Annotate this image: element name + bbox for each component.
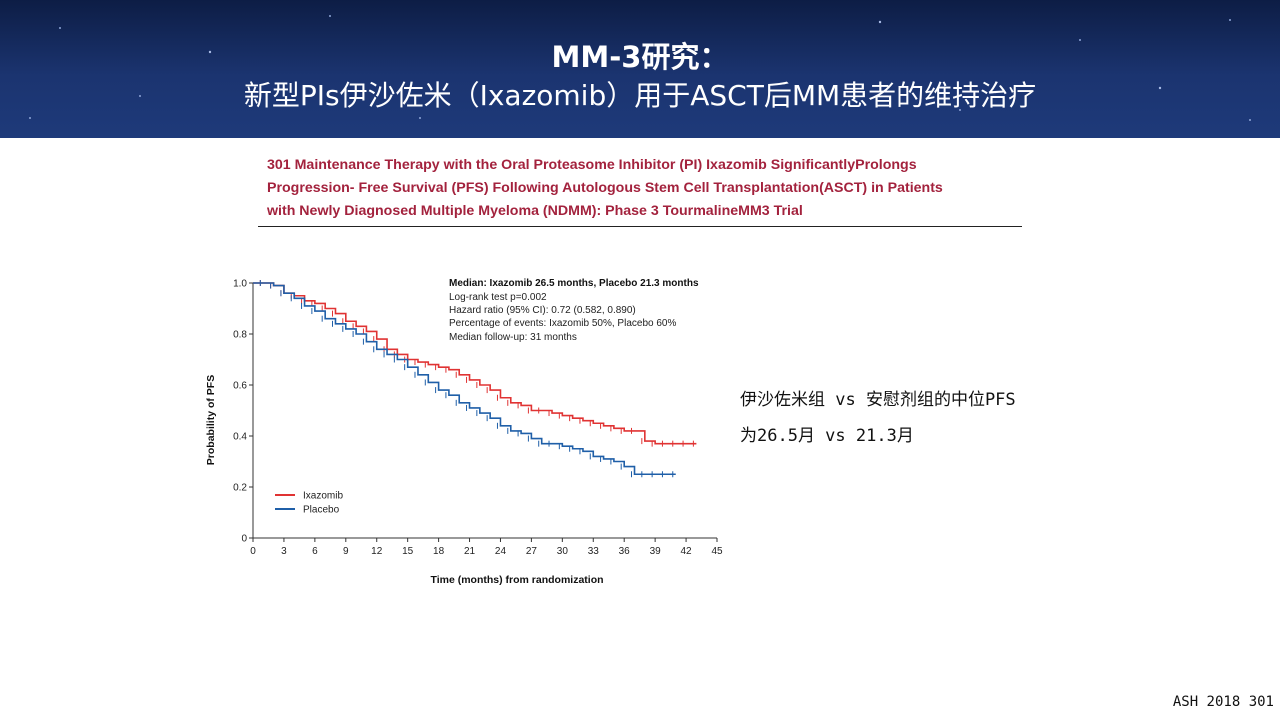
y-tick-label: 0.2 [233, 483, 247, 494]
median-pfs-note: 伊沙佐米组 vs 安慰剂组的中位PFS 为26.5月 vs 21.3月 [740, 382, 1016, 454]
x-tick-label: 33 [588, 546, 600, 557]
reference-citation: 301 Maintenance Therapy with the Oral Pr… [267, 154, 1047, 223]
legend-label-ixazomib: Ixazomib [303, 491, 343, 502]
pfs-kaplan-meier-chart: 0 3 6 9 12 15 18 21 24 27 30 33 36 39 42 4500.20.40.60.… [205, 278, 723, 586]
source-footer: ASH 2018 301 [1172, 694, 1274, 710]
median-pfs-note-line-2: 为26.5月 vs 21.3月 [740, 426, 914, 446]
reference-line-2: Progression- Free Survival (PFS) Followi… [267, 180, 943, 196]
reference-line-1: 301 Maintenance Therapy with the Oral Pr… [267, 157, 917, 173]
y-axis-label: Probability of PFS [205, 375, 217, 465]
x-tick-label: 21 [464, 546, 476, 557]
y-tick-label: 0.6 [233, 381, 247, 392]
curve-ixazomib [253, 282, 697, 445]
x-tick-label: 39 [650, 546, 662, 557]
slide-title: MM-3研究： [551, 40, 729, 74]
chart-legend: Ixazomib Placebo [275, 491, 343, 516]
annotation-follow-up: Median follow-up: 31 months [449, 332, 577, 343]
curve-placebo [253, 282, 676, 476]
median-pfs-note-line-1: 伊沙佐米组 vs 安慰剂组的中位PFS [740, 390, 1016, 410]
annotation-hazard-ratio: Hazard ratio (95% CI): 0.72 (0.582, 0.89… [449, 305, 636, 316]
x-tick-label: 36 [619, 546, 631, 557]
x-tick-label: 42 [681, 546, 693, 557]
x-tick-label: 9 [343, 546, 349, 557]
x-tick-label: 15 [402, 546, 414, 557]
reference-divider [258, 226, 1022, 227]
x-tick-label: 0 [250, 546, 256, 557]
legend-label-placebo: Placebo [303, 505, 340, 516]
y-tick-label: 0.4 [233, 432, 247, 443]
annotation-events: Percentage of events: Ixazomib 50%, Plac… [449, 318, 676, 329]
y-tick-label: 0 [241, 534, 247, 545]
x-tick-label: 6 [312, 546, 318, 557]
x-tick-label: 45 [711, 546, 723, 557]
x-tick-label: 27 [526, 546, 538, 557]
annotation-median: Median: Ixazomib 26.5 months, Placebo 21… [449, 278, 699, 289]
slide-subtitle: 新型PIs伊沙佐米（Ixazomib）用于ASCT后MM患者的维持治疗 [243, 79, 1037, 112]
annotation-logrank: Log-rank test p=0.002 [449, 292, 547, 303]
x-tick-label: 12 [371, 546, 383, 557]
y-tick-label: 1.0 [233, 279, 247, 290]
x-tick-label: 24 [495, 546, 507, 557]
title-banner: MM-3研究： 新型PIs伊沙佐米（Ixazomib）用于ASCT后MM患者的维… [0, 0, 1280, 138]
chart-curves [253, 280, 697, 478]
x-tick-label: 3 [281, 546, 287, 557]
x-axis-label: Time (months) from randomization [430, 574, 603, 586]
x-tick-label: 18 [433, 546, 445, 557]
x-tick-label: 30 [557, 546, 569, 557]
chart-annotation: Median: Ixazomib 26.5 months, Placebo 21… [449, 278, 699, 343]
starfield-background [29, 15, 1251, 121]
y-tick-label: 0.8 [233, 330, 247, 341]
chart-axes: 0 3 6 9 12 15 18 21 24 27 30 33 36 39 42 4500.20.40.60.… [233, 279, 723, 558]
reference-line-3: with Newly Diagnosed Multiple Myeloma (N… [267, 203, 803, 219]
